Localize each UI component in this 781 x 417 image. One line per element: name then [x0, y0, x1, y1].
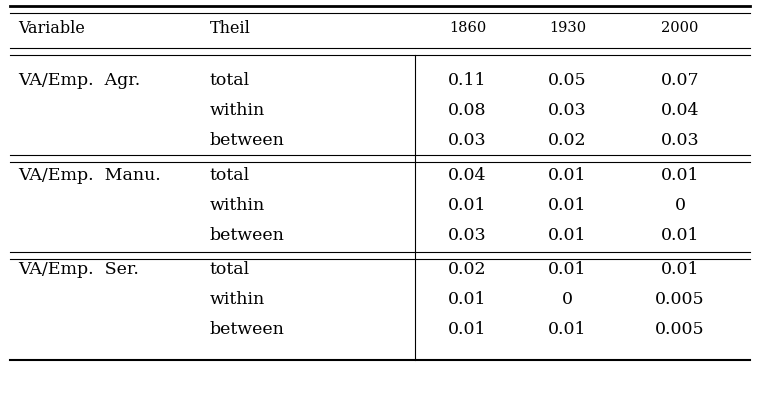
- Text: 0: 0: [562, 291, 573, 309]
- Text: 0.03: 0.03: [548, 101, 587, 118]
- Text: total: total: [210, 71, 250, 88]
- Text: 0.04: 0.04: [661, 101, 699, 118]
- Text: 0: 0: [675, 196, 686, 214]
- Text: Theil: Theil: [210, 20, 251, 37]
- Text: 0.02: 0.02: [548, 131, 587, 148]
- Text: 1930: 1930: [549, 21, 586, 35]
- Text: 0.02: 0.02: [448, 261, 487, 279]
- Text: 0.01: 0.01: [548, 196, 587, 214]
- Text: within: within: [210, 196, 266, 214]
- Text: 0.08: 0.08: [448, 101, 487, 118]
- Text: 0.01: 0.01: [548, 166, 587, 183]
- Text: within: within: [210, 291, 266, 309]
- Text: 1860: 1860: [449, 21, 486, 35]
- Text: between: between: [210, 131, 285, 148]
- Text: within: within: [210, 101, 266, 118]
- Text: 0.005: 0.005: [655, 291, 704, 309]
- Text: between: between: [210, 226, 285, 244]
- Text: 0.03: 0.03: [661, 131, 699, 148]
- Text: 0.01: 0.01: [448, 196, 487, 214]
- Text: 0.01: 0.01: [661, 261, 699, 279]
- Text: 0.01: 0.01: [448, 291, 487, 309]
- Text: 2000: 2000: [662, 21, 699, 35]
- Text: 0.01: 0.01: [661, 166, 699, 183]
- Text: VA/Emp.  Agr.: VA/Emp. Agr.: [18, 71, 141, 88]
- Text: VA/Emp.  Ser.: VA/Emp. Ser.: [18, 261, 139, 279]
- Text: 0.03: 0.03: [448, 226, 487, 244]
- Text: 0.05: 0.05: [548, 71, 587, 88]
- Text: 0.01: 0.01: [548, 322, 587, 339]
- Text: 0.04: 0.04: [448, 166, 487, 183]
- Text: 0.07: 0.07: [661, 71, 699, 88]
- Text: Variable: Variable: [18, 20, 85, 37]
- Text: 0.01: 0.01: [548, 226, 587, 244]
- Text: between: between: [210, 322, 285, 339]
- Text: 0.01: 0.01: [448, 322, 487, 339]
- Text: total: total: [210, 261, 250, 279]
- Text: 0.01: 0.01: [661, 226, 699, 244]
- Text: 0.11: 0.11: [448, 71, 487, 88]
- Text: 0.01: 0.01: [548, 261, 587, 279]
- Text: 0.03: 0.03: [448, 131, 487, 148]
- Text: 0.005: 0.005: [655, 322, 704, 339]
- Text: VA/Emp.  Manu.: VA/Emp. Manu.: [18, 166, 161, 183]
- Text: total: total: [210, 166, 250, 183]
